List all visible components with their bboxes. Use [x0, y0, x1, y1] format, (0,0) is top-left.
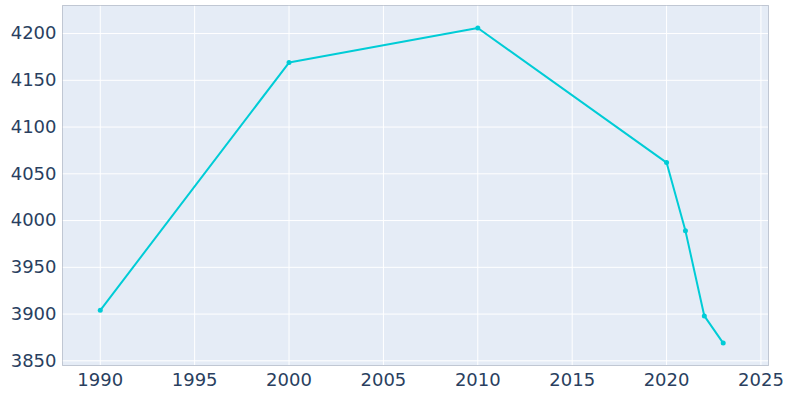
svg-text:3850: 3850 — [11, 350, 57, 371]
svg-text:1990: 1990 — [77, 369, 123, 390]
svg-text:2005: 2005 — [361, 369, 407, 390]
svg-text:4150: 4150 — [11, 69, 57, 90]
svg-text:4000: 4000 — [11, 209, 57, 230]
svg-text:2015: 2015 — [549, 369, 595, 390]
svg-text:4100: 4100 — [11, 116, 57, 137]
svg-text:3950: 3950 — [11, 256, 57, 277]
svg-text:3900: 3900 — [11, 303, 57, 324]
svg-text:2020: 2020 — [644, 369, 690, 390]
svg-text:4050: 4050 — [11, 163, 57, 184]
svg-text:4200: 4200 — [11, 22, 57, 43]
svg-text:2025: 2025 — [738, 369, 784, 390]
svg-text:2000: 2000 — [266, 369, 312, 390]
svg-text:1995: 1995 — [172, 369, 218, 390]
svg-text:2010: 2010 — [455, 369, 501, 390]
